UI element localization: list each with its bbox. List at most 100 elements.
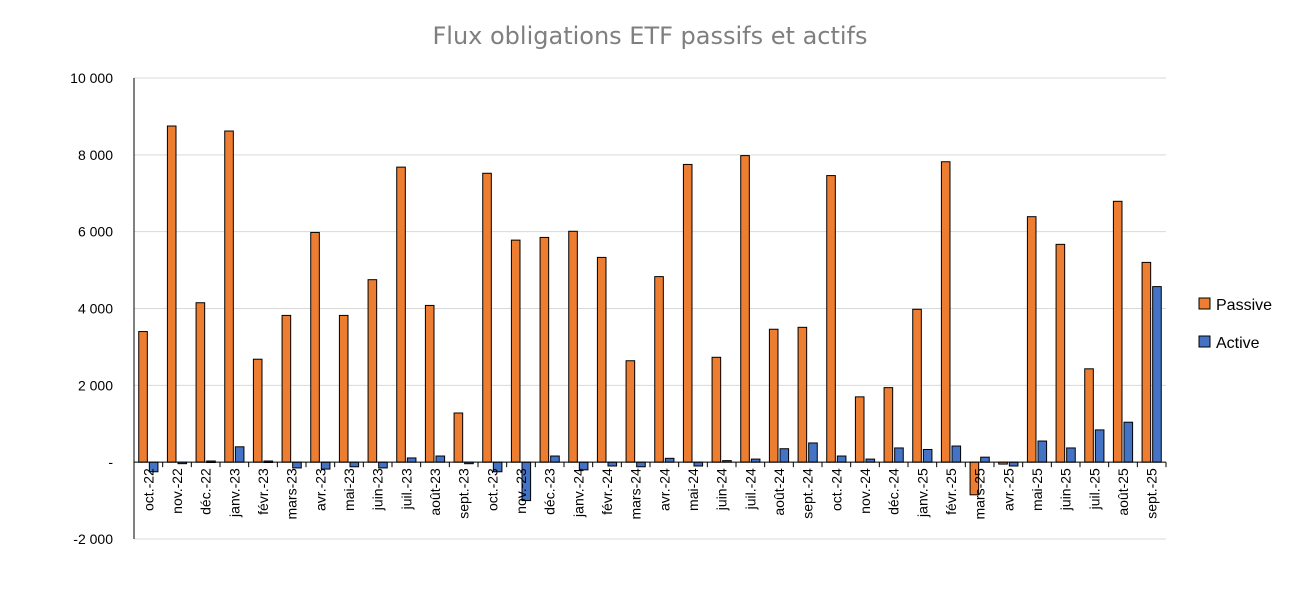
bar-active (378, 461, 388, 469)
x-tick-label: oct.-23 (484, 468, 500, 511)
bar-passive (138, 331, 148, 463)
bar-active (779, 448, 790, 463)
bar-passive (711, 356, 722, 463)
y-tick-label: 6 000 (78, 224, 113, 240)
legend-swatch-passive (1198, 297, 1211, 310)
bar-active (320, 461, 331, 470)
bar-passive (740, 155, 750, 463)
x-tick-label: juin-24 (714, 468, 730, 511)
bar-passive (224, 130, 234, 463)
bar-active (435, 455, 446, 463)
x-tick-label: mai-25 (1029, 468, 1045, 511)
x-tick-label: juil.-25 (1086, 468, 1102, 510)
x-tick-label: nov.-24 (857, 468, 873, 514)
bar-passive (1055, 243, 1066, 463)
x-tick-label: août-24 (771, 468, 787, 516)
x-tick-label: févr.-24 (599, 468, 615, 515)
bar-active (1094, 429, 1105, 463)
bar-active (1037, 440, 1048, 463)
bar-active (1066, 447, 1076, 463)
x-tick-label: mars-23 (284, 468, 300, 520)
legend-label-active: Active (1216, 335, 1260, 352)
bar-active (693, 461, 704, 467)
y-tick-label: 8 000 (78, 147, 113, 163)
bar-active (922, 448, 933, 463)
x-tick-label: déc.-24 (886, 468, 902, 515)
x-tick-label: déc.-23 (542, 468, 558, 515)
x-tick-label: juin-25 (1058, 468, 1074, 511)
bar-passive (510, 239, 521, 463)
x-tick-label: août-23 (427, 468, 443, 516)
y-tick-label: 2 000 (78, 377, 113, 393)
x-tick-label: avr.-24 (656, 468, 672, 511)
bar-passive (166, 125, 177, 463)
bar-active (894, 447, 904, 463)
bar-passive (912, 308, 922, 463)
bar-passive (654, 276, 664, 463)
chart-title: Flux obligations ETF passifs et actifs (432, 22, 867, 50)
bar-passive (281, 314, 292, 463)
bar-active (836, 455, 847, 463)
bar-passive (854, 396, 865, 463)
bar-active (292, 461, 302, 469)
x-tick-label: sept.-24 (800, 468, 816, 519)
x-axis: oct.-22 nov.-22 déc.-22 janv.-23 févr.-23 mar… (133, 78, 1167, 539)
bar-passive (482, 172, 492, 463)
bar-active (1123, 421, 1134, 463)
bar-passive (768, 328, 779, 463)
bar-passive (797, 326, 808, 463)
bar-passive (1141, 261, 1152, 463)
y-tick-label: - (108, 454, 113, 470)
bar-passive (596, 256, 607, 463)
y-tick-label: -2 000 (73, 531, 113, 547)
x-tick-label: mai-23 (341, 468, 357, 511)
bar-passive (1026, 216, 1037, 463)
x-tick-label: mars-25 (972, 468, 988, 520)
x-tick-label: oct.-24 (828, 468, 844, 511)
y-tick-label: 10 000 (70, 70, 113, 86)
bar-passive (424, 304, 435, 463)
bars (138, 125, 1162, 502)
x-tick-label: nov.-22 (169, 468, 185, 514)
bar-passive (1112, 200, 1123, 463)
bar-active (550, 455, 560, 463)
bar-active (406, 457, 417, 463)
bar-active (234, 446, 245, 463)
legend-swatch-active (1198, 335, 1211, 348)
bar-passive (568, 230, 578, 463)
x-tick-label: juil.-24 (742, 468, 758, 510)
x-tick-label: sept.-23 (456, 468, 472, 519)
x-tick-label: janv.-24 (570, 468, 586, 518)
bar-passive (453, 412, 464, 463)
x-tick-label: avr.-25 (1000, 468, 1016, 511)
bar-passive (1084, 368, 1094, 463)
x-tick-label: mai-24 (685, 468, 701, 511)
bar-passive (940, 161, 951, 463)
bar-passive (539, 236, 550, 463)
bar-active (664, 457, 675, 463)
x-tick-label: mars-24 (628, 468, 644, 520)
bar-active (808, 442, 818, 463)
bar-active (607, 461, 618, 467)
x-tick-label: avr.-23 (312, 468, 328, 511)
bar-passive (310, 231, 320, 463)
x-tick-label: févr.-23 (255, 468, 271, 515)
legend: Passive Active (1198, 297, 1272, 352)
x-tick-label: févr.-25 (943, 468, 959, 515)
bar-active (349, 461, 360, 468)
bar-active (1152, 286, 1162, 463)
bar-passive (367, 279, 378, 463)
bar-active (636, 461, 646, 468)
bar-active (951, 445, 962, 463)
bar-passive (682, 163, 693, 463)
bar-passive (625, 360, 636, 463)
x-tick-label: juin-23 (370, 468, 386, 511)
bar-passive (338, 314, 349, 463)
bar-passive (252, 358, 263, 463)
bar-passive (826, 175, 836, 463)
x-tick-label: sept.-25 (1144, 468, 1160, 519)
bar-active (980, 456, 990, 463)
x-tick-label: juil.-23 (398, 468, 414, 510)
